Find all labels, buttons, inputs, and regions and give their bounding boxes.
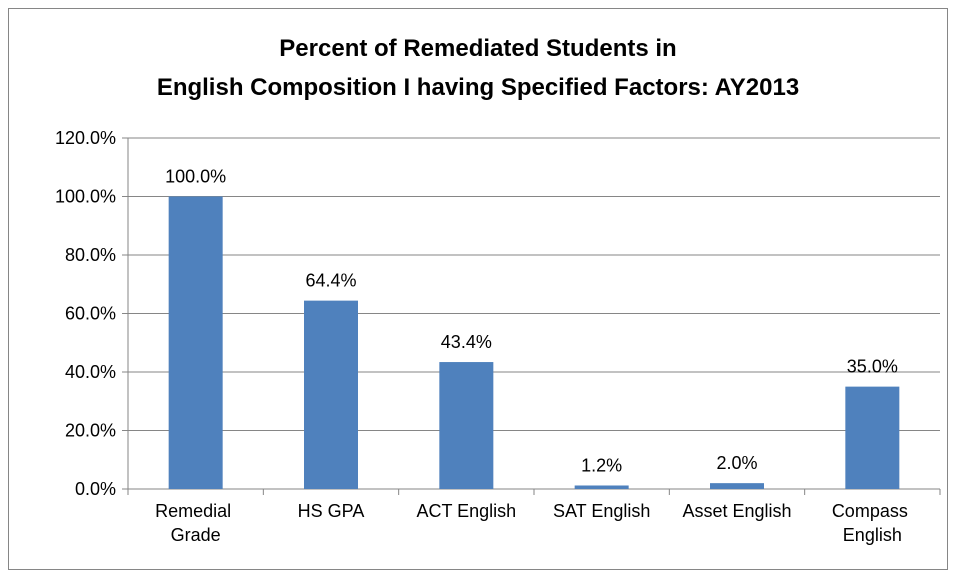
- y-tick-label: 0.0%: [75, 479, 116, 499]
- bar: [710, 483, 764, 489]
- data-label: 1.2%: [581, 455, 622, 475]
- y-tick-label: 80.0%: [65, 245, 116, 265]
- data-label: 2.0%: [716, 453, 757, 473]
- data-label: 64.4%: [305, 271, 356, 291]
- x-tick-line: Remedial: [155, 501, 236, 521]
- x-tick-line: Compass: [832, 501, 913, 521]
- data-label: 35.0%: [847, 357, 898, 377]
- x-tick-line: English: [843, 525, 902, 545]
- y-tick-label: 100.0%: [55, 187, 116, 207]
- bar: [845, 386, 900, 489]
- x-tick-label: Remedial Grade: [155, 501, 236, 545]
- bar: [168, 196, 223, 489]
- y-tick-label: 120.0%: [55, 128, 116, 148]
- y-tick-label: 40.0%: [65, 362, 116, 382]
- x-tick-label: Asset English: [682, 501, 791, 521]
- bar: [304, 300, 358, 489]
- x-tick-label: ACT English: [416, 501, 516, 521]
- x-tick-line: Grade: [171, 525, 221, 545]
- bar: [574, 485, 629, 489]
- y-tick-label: 20.0%: [65, 421, 116, 441]
- y-tick-label: 60.0%: [65, 304, 116, 324]
- x-tick-label: SAT English: [553, 501, 650, 521]
- x-tick-label: HS GPA: [298, 501, 365, 521]
- data-label: 100.0%: [165, 167, 226, 187]
- bar: [439, 362, 494, 489]
- data-label: 43.4%: [441, 332, 492, 352]
- x-tick-label: Compass English: [832, 501, 913, 545]
- chart-title: English Composition I having Specified F…: [157, 74, 799, 101]
- chart-title: Percent of Remediated Students in: [279, 35, 676, 62]
